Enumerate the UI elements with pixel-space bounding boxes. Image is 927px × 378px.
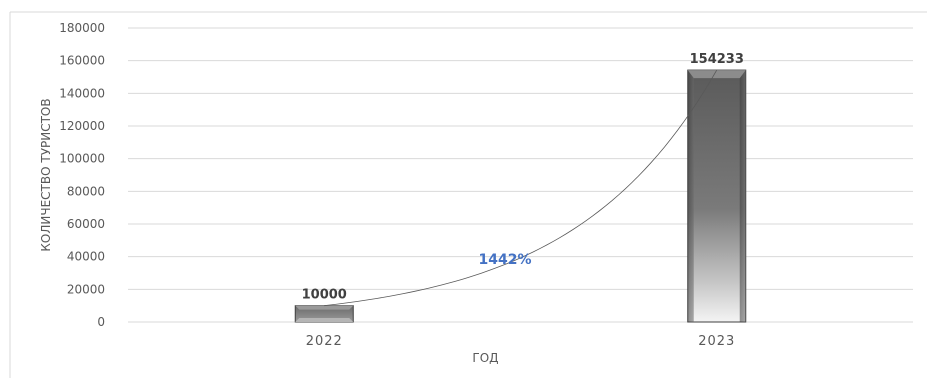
x-axis-title: ГОД xyxy=(472,351,498,365)
y-tick-label: 80000 xyxy=(67,184,105,198)
y-tick-label: 120000 xyxy=(59,119,105,133)
y-tick-label: 0 xyxy=(97,315,105,329)
bar-bevel-top xyxy=(687,70,746,79)
bar-bevel-right xyxy=(739,70,746,323)
x-tick-label: 2023 xyxy=(698,334,735,349)
y-tick-label: 40000 xyxy=(67,250,105,264)
y-tick-label: 180000 xyxy=(59,21,105,35)
y-tick-label: 60000 xyxy=(67,217,105,231)
y-tick-label: 140000 xyxy=(59,86,105,100)
bar-bevel-bottom xyxy=(295,318,354,322)
trendline xyxy=(324,69,718,307)
bar xyxy=(294,305,354,323)
bar-bevel-top xyxy=(295,305,354,310)
growth-annotation: 1442% xyxy=(479,252,532,268)
y-axis-title: КОЛИЧЕСТВО ТУРИСТОВ xyxy=(39,98,53,251)
chart-border xyxy=(9,11,927,378)
x-tick-label: 2022 xyxy=(306,334,343,349)
x-axis-ticks: 2022 2023 xyxy=(306,334,735,349)
data-labels: 10000 154233 xyxy=(302,52,744,303)
gridlines xyxy=(128,27,913,323)
trendline-path xyxy=(324,69,718,307)
y-tick-label: 20000 xyxy=(67,282,105,296)
bars xyxy=(294,69,747,323)
bar-bevel-left xyxy=(687,70,694,323)
y-tick-label: 160000 xyxy=(59,54,105,68)
y-tick-label: 100000 xyxy=(59,152,105,166)
bar xyxy=(687,69,747,323)
y-axis-ticks: 0 20000 40000 60000 80000 100000 120000 140000 1… xyxy=(59,21,105,329)
bar-body xyxy=(687,69,747,323)
data-label: 154233 xyxy=(690,52,744,67)
data-label: 10000 xyxy=(302,288,347,303)
